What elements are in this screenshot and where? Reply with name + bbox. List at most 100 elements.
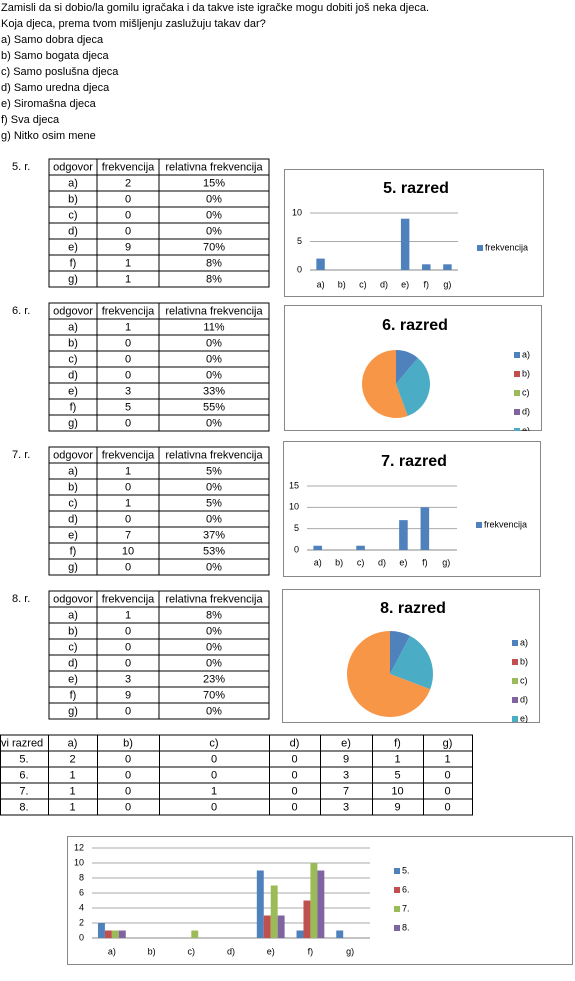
legend-swatch (476, 522, 482, 528)
bar (400, 218, 410, 270)
bar (111, 930, 119, 938)
legend-label: e) (522, 425, 530, 435)
cell-text: 1 (125, 273, 131, 285)
header-cell: frekvencija (102, 161, 155, 173)
question-line: a) Samo dobra djeca (1, 34, 104, 46)
legend-swatch (514, 352, 520, 358)
cell-text: 1 (394, 753, 400, 765)
question-line: f) Sva djeca (1, 114, 60, 126)
cell-text: 0% (206, 369, 222, 381)
cell (158, 558, 270, 576)
cell-text: 3 (343, 801, 349, 813)
cell-text: a) (68, 609, 78, 621)
legend-swatch (394, 925, 400, 931)
cell-text: 8. (19, 801, 28, 813)
question-line: Zamisli da si dobio/la gomilu igračaka i… (1, 2, 429, 14)
cell-text: 0 (291, 769, 297, 781)
pie-slice (396, 350, 418, 384)
header-cell: g) (443, 737, 453, 749)
cell-text: 0 (125, 417, 131, 429)
cell (158, 414, 270, 432)
x-tick-label: d) (378, 557, 386, 567)
legend-swatch (514, 390, 520, 396)
x-tick-label: a) (317, 279, 325, 289)
cell-text: 0 (211, 801, 217, 813)
cell-text: 0 (125, 657, 131, 669)
chart-title: 7. razred (381, 453, 447, 470)
x-tick-label: d) (380, 279, 388, 289)
legend-label: e) (520, 713, 528, 723)
y-tick-label: 0 (294, 544, 299, 554)
cell-text: 1 (125, 465, 131, 477)
bar (336, 930, 344, 938)
legend-label: c) (522, 387, 530, 397)
cell-text: 70% (203, 241, 225, 253)
x-tick-label: e) (399, 557, 407, 567)
cell-text: 0% (206, 481, 222, 493)
bar (104, 930, 112, 938)
cell-text: 0% (206, 225, 222, 237)
cell-text: 7 (125, 529, 131, 541)
chart-title: 6. razred (382, 317, 448, 334)
cell-text: 1 (125, 497, 131, 509)
cell-text: 9 (125, 689, 131, 701)
cell-text: 8% (206, 609, 222, 621)
question-line: g) Nitko osim mene (1, 130, 96, 142)
cell-text: 33% (203, 385, 225, 397)
x-tick-label: b) (338, 279, 346, 289)
x-tick-label: a) (314, 557, 322, 567)
x-tick-label: e) (267, 946, 275, 956)
cell-text: d) (68, 369, 78, 381)
cell-text: 8% (206, 273, 222, 285)
header-cell: relativna frekvencija (165, 593, 263, 605)
y-tick-label: 12 (74, 842, 84, 852)
cell-text: 1 (125, 609, 131, 621)
cell-text: 3 (125, 673, 131, 685)
legend-label: b) (520, 656, 528, 666)
cell-text: 0 (125, 785, 131, 797)
cell-text: 0% (206, 209, 222, 221)
y-tick-label: 2 (79, 917, 84, 927)
legend-swatch (512, 678, 518, 684)
bar (191, 930, 199, 938)
cell-text: 0 (291, 753, 297, 765)
legend-label: frekvencija (485, 242, 528, 252)
legend-swatch (514, 428, 520, 431)
legend-label: 8. (402, 922, 410, 932)
x-tick-label: a) (108, 946, 116, 956)
cell-text: 5. (19, 753, 28, 765)
legend-label: 7. (402, 903, 410, 913)
legend-swatch (477, 245, 483, 251)
header-cell: d) (290, 737, 300, 749)
y-tick-label: 0 (297, 264, 302, 274)
cell-text: d) (68, 513, 78, 525)
header-cell: frekvencija (102, 593, 155, 605)
cell-text: d) (68, 657, 78, 669)
legend-swatch (512, 659, 518, 665)
cell-text: 0 (125, 337, 131, 349)
y-tick-label: 4 (79, 902, 84, 912)
legend-label: c) (520, 675, 528, 685)
cell-text: c) (68, 641, 77, 653)
cell-text: 0 (444, 801, 450, 813)
x-tick-label: f) (308, 946, 314, 956)
table-label: 6. r. (12, 305, 30, 317)
x-tick-label: c) (188, 946, 196, 956)
header-cell: odgovor (53, 449, 93, 461)
pie-slice (346, 631, 431, 717)
legend-swatch (512, 735, 518, 741)
cell-text: 1 (125, 321, 131, 333)
pie-slice (390, 631, 410, 674)
cell-text: 2 (69, 753, 75, 765)
bar (420, 507, 430, 550)
legend-label: a) (520, 637, 528, 647)
cell-text: 3 (125, 385, 131, 397)
x-tick-label: b) (148, 946, 156, 956)
bar (422, 264, 431, 270)
cell-text: f) (70, 689, 77, 701)
cell-text: b) (68, 193, 78, 205)
cell-text: 0 (125, 513, 131, 525)
cell-text: 9 (125, 241, 131, 253)
cell-text: 0% (206, 417, 222, 429)
cell-text: 1 (69, 785, 75, 797)
